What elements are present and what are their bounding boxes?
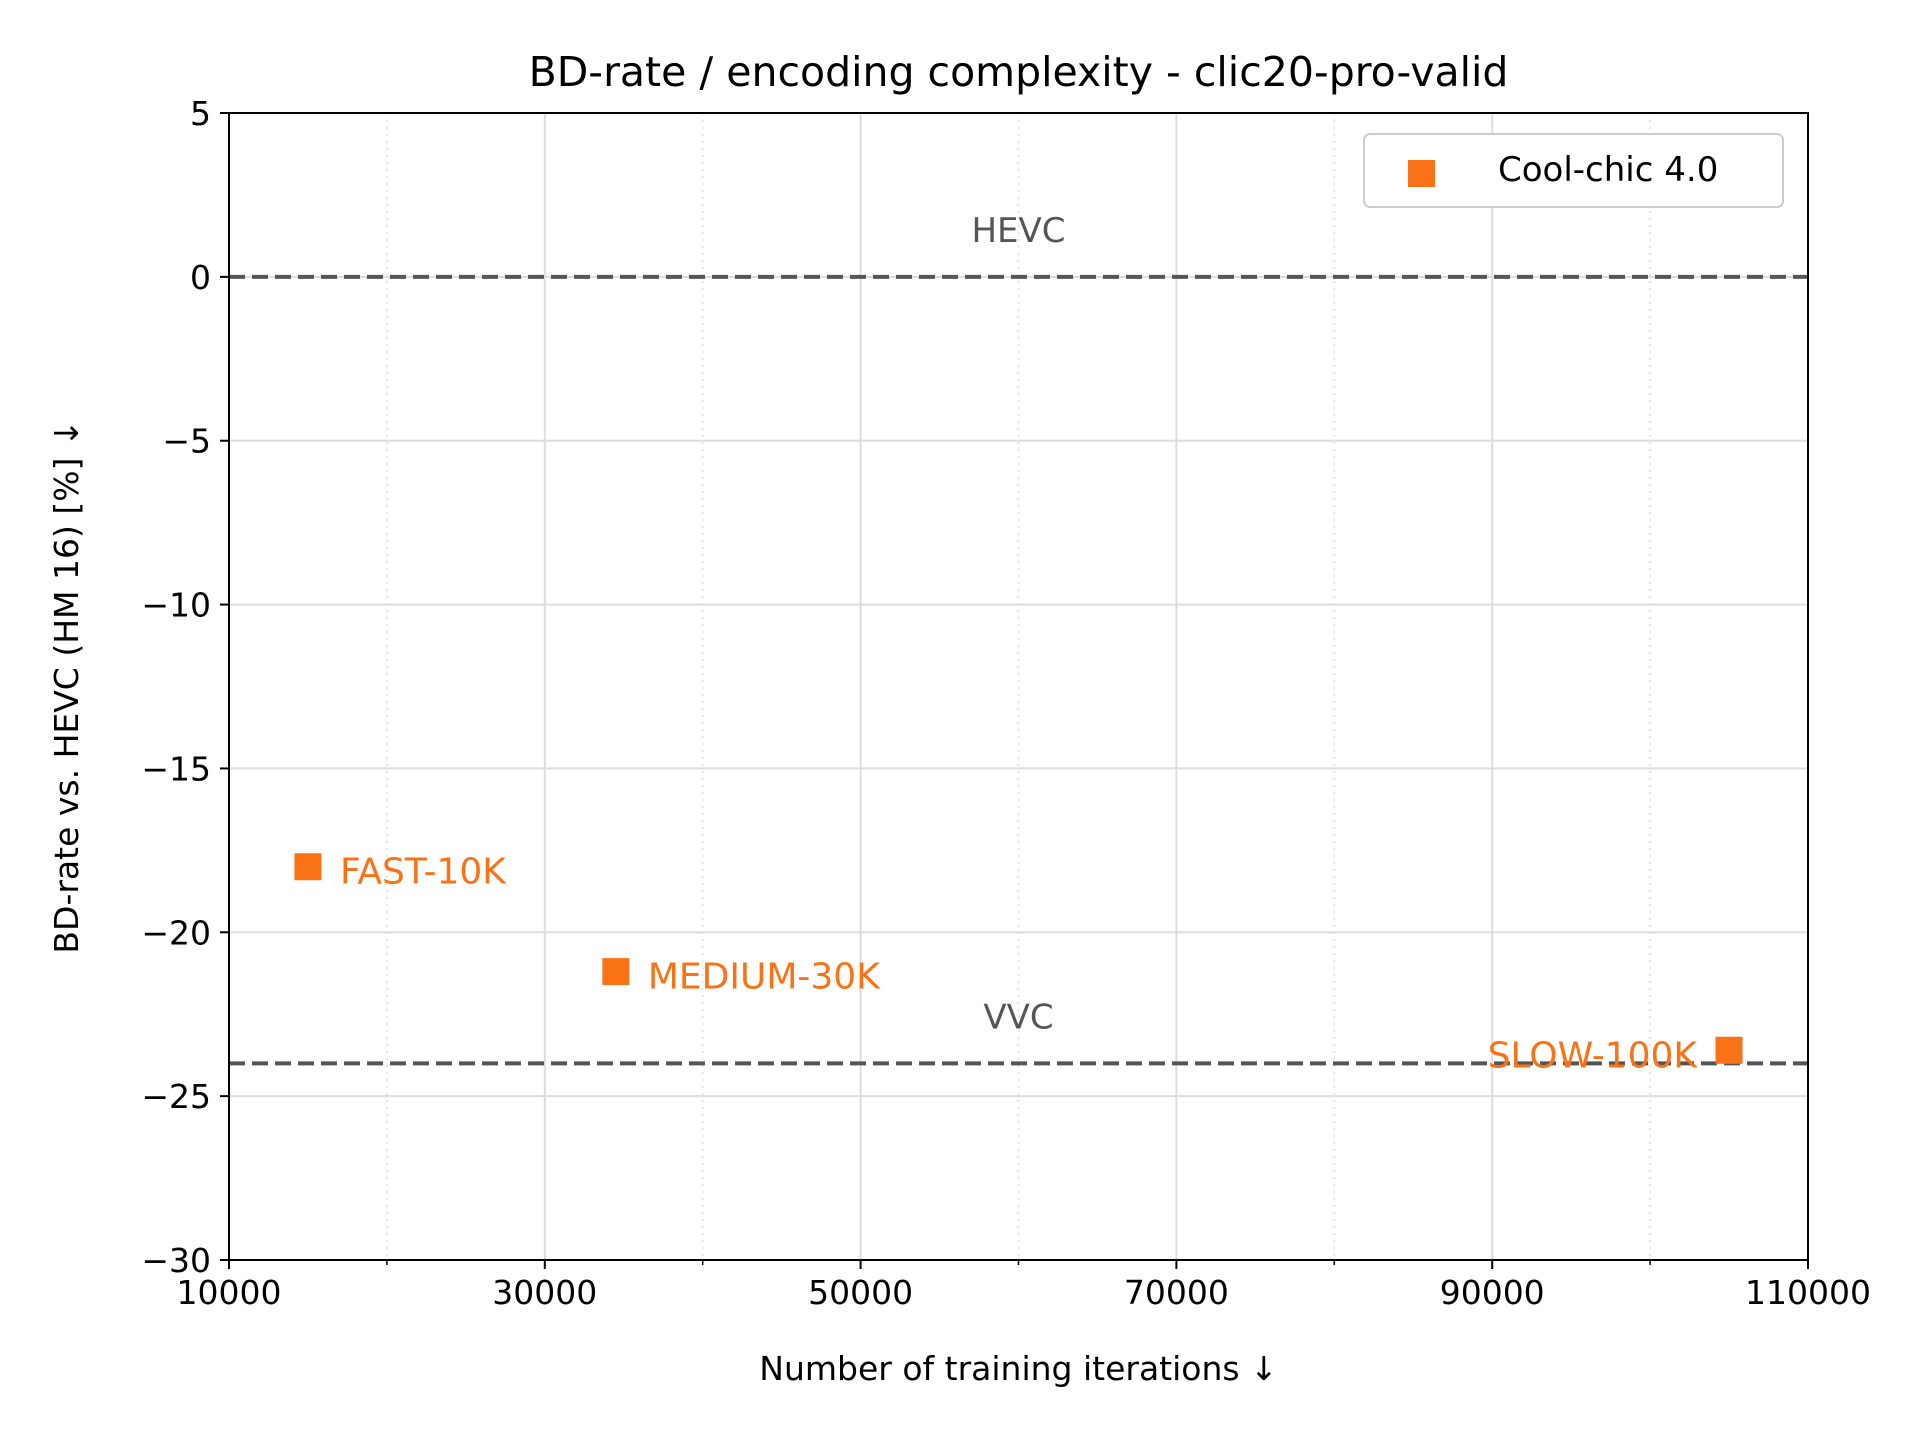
y-tick-label: −15 — [141, 749, 211, 788]
data-point — [294, 853, 322, 881]
x-tick-label: 30000 — [492, 1273, 597, 1312]
reference-lines: HEVC VVC — [229, 211, 1808, 1066]
reference-line-label: HEVC — [971, 211, 1065, 251]
x-tick-label: 70000 — [1124, 1273, 1229, 1312]
y-tick-label: −30 — [141, 1241, 211, 1280]
data-point-label: SLOW-100K — [1488, 1035, 1699, 1076]
y-tick-label: 0 — [190, 258, 211, 297]
y-tick-label: −25 — [141, 1077, 211, 1116]
data-point-label: MEDIUM-30K — [648, 957, 881, 998]
legend-marker — [1408, 160, 1435, 187]
legend-label: Cool-chic 4.0 — [1498, 150, 1718, 190]
x-axis-label: Number of training iterations ↓ — [759, 1349, 1277, 1388]
data-point — [1715, 1036, 1743, 1064]
data-point — [602, 958, 630, 986]
y-axis-label: BD-rate vs. HEVC (HM 16) [%] ↓ — [47, 419, 86, 953]
x-tick-label: 110000 — [1745, 1273, 1871, 1312]
x-tick-label: 90000 — [1440, 1273, 1545, 1312]
data-points: FAST-10K MEDIUM-30K SLOW-100K — [294, 852, 1743, 1076]
reference-line-label: VVC — [983, 997, 1053, 1037]
legend: Cool-chic 4.0 — [1363, 133, 1784, 208]
y-tick-label: −20 — [141, 913, 211, 952]
legend-box — [1363, 133, 1784, 208]
x-tick-label: 10000 — [177, 1273, 282, 1312]
chart-title: BD-rate / encoding complexity - clic20-p… — [529, 48, 1509, 96]
x-tick-label: 50000 — [808, 1273, 913, 1312]
y-tick-label: 5 — [190, 94, 211, 133]
y-tick-label: −5 — [162, 422, 211, 461]
data-point-label: FAST-10K — [340, 852, 507, 893]
axis-ticks: 10000 30000 50000 70000 90000 110000 5 0 −5 −10 −1… — [141, 94, 1871, 1312]
y-tick-label: −10 — [141, 586, 211, 625]
